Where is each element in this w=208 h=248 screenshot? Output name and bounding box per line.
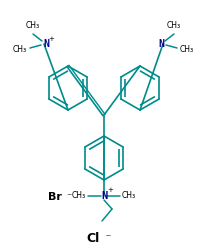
Text: CH₃: CH₃ — [180, 44, 194, 54]
Text: CH₃: CH₃ — [26, 21, 40, 30]
Text: CH₃: CH₃ — [167, 21, 181, 30]
Text: +: + — [107, 187, 113, 193]
Text: N: N — [43, 39, 49, 49]
Text: ⁻: ⁻ — [102, 233, 111, 243]
Text: Br: Br — [48, 192, 62, 202]
Text: N: N — [158, 39, 164, 49]
Text: ⁻: ⁻ — [64, 192, 72, 202]
Text: N: N — [101, 191, 107, 201]
Text: CH₃: CH₃ — [122, 191, 136, 200]
Text: CH₃: CH₃ — [13, 44, 27, 54]
Text: +: + — [48, 36, 54, 42]
Text: Cl: Cl — [87, 231, 100, 245]
Text: CH₃: CH₃ — [72, 191, 86, 200]
